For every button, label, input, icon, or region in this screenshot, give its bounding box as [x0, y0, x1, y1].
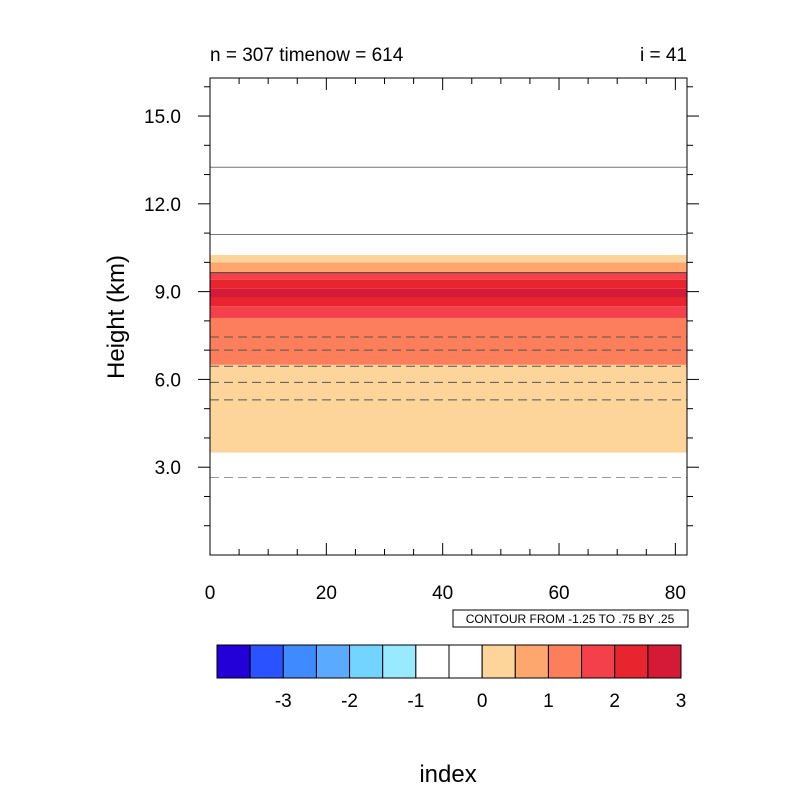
contour-band-5 [210, 279, 687, 289]
contour-lines [210, 166, 687, 478]
colorbar-box-8 [481, 644, 516, 679]
axis-ticks: 0 20 40 60 80 3.0 6.0 9.0 12.0 15.0 [144, 78, 699, 604]
colorbar-label-0: -3 [275, 691, 292, 712]
x-tick-label-2: 40 [432, 583, 453, 604]
colorbar-box-5 [382, 644, 417, 679]
info-label-box: CONTOUR FROM -1.25 TO .75 BY .25 [452, 609, 689, 628]
contour-band-0 [210, 364, 687, 453]
y-tick-label-0: 3.0 [155, 458, 181, 479]
colorbar-box-4 [349, 644, 384, 679]
colorbar-label-4: 1 [543, 691, 554, 712]
contour-band-6 [210, 272, 687, 280]
contour-band-8 [210, 255, 687, 263]
y-tick-label-4: 15.0 [144, 107, 181, 128]
title-left: n = 307 timenow = 614 [210, 45, 404, 66]
x-tick-label-1: 20 [316, 583, 337, 604]
contour-band-3 [210, 297, 687, 307]
colorbar-box-6 [415, 644, 450, 679]
colorbar-label-1: -2 [341, 691, 358, 712]
x-axis-label: index [419, 761, 476, 788]
colorbar-box-10 [547, 644, 583, 679]
colorbar-box-2 [282, 644, 317, 679]
y-tick-label-3: 12.0 [144, 195, 181, 216]
colorbar-box-0 [216, 644, 251, 679]
y-axis-label: Height (km) [103, 255, 130, 379]
contour-band-2 [210, 306, 687, 318]
colorbar-label-3: 0 [477, 691, 488, 712]
filled-contour-bands [210, 255, 687, 453]
colorbar-box-11 [581, 644, 616, 679]
contour-band-1 [210, 317, 687, 365]
colorbar-box-13 [647, 644, 682, 679]
info-label: CONTOUR FROM -1.25 TO .75 BY .25 [466, 612, 675, 626]
plot-frame [209, 77, 688, 556]
x-tick-label-0: 0 [205, 583, 216, 604]
x-tick-label-4: 80 [665, 583, 686, 604]
y-tick-label-2: 9.0 [155, 283, 181, 304]
colorbar-box-3 [315, 644, 351, 679]
colorbar-box-9 [514, 644, 549, 679]
colorbar-box-12 [614, 644, 649, 679]
colorbar-box-7 [448, 644, 483, 679]
colorbar-label-2: -1 [407, 691, 424, 712]
contour-band-4 [210, 288, 687, 298]
y-tick-label-1: 6.0 [155, 370, 181, 391]
colorbar-label-5: 2 [609, 691, 620, 712]
colorbar: -3 -2 -1 0 1 2 3 [216, 644, 687, 712]
title-right: i = 41 [640, 45, 687, 66]
x-tick-label-3: 60 [548, 583, 569, 604]
colorbar-label-6: 3 [676, 691, 687, 712]
colorbar-box-1 [249, 644, 284, 679]
contour-band-7 [210, 262, 687, 273]
